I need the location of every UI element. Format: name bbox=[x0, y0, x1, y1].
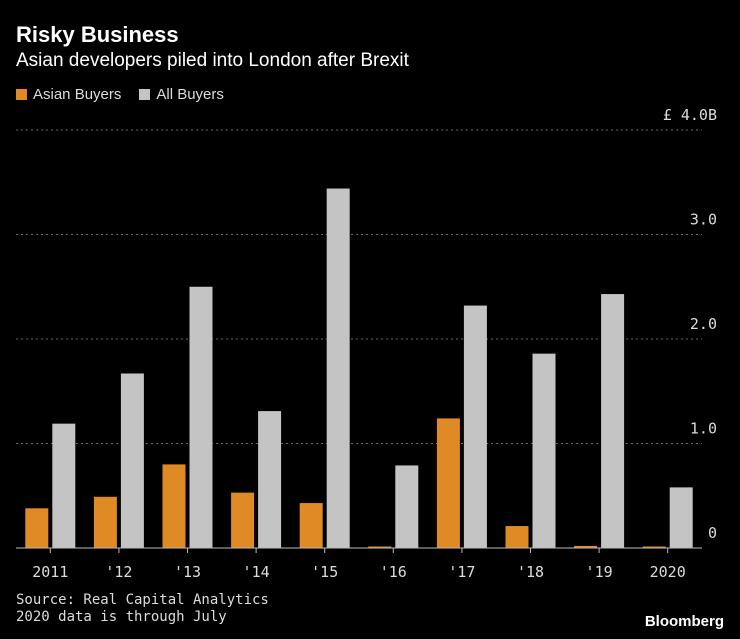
bar-asian-buyers bbox=[25, 508, 49, 548]
legend-label-asian-buyers: Asian Buyers bbox=[33, 86, 122, 103]
bar-asian-buyers bbox=[436, 418, 460, 548]
x-tick-label: '13 bbox=[174, 563, 201, 581]
legend-item-asian-buyers: Asian Buyers bbox=[16, 86, 121, 103]
chart-title: Risky Business bbox=[16, 22, 179, 47]
x-tick-label: '14 bbox=[243, 563, 270, 581]
bar-all-buyers bbox=[189, 286, 213, 548]
bar-all-buyers bbox=[669, 487, 693, 548]
legend-swatch-asian-buyers bbox=[16, 89, 27, 100]
bar-all-buyers bbox=[52, 423, 76, 548]
x-tick-label: '12 bbox=[105, 563, 132, 581]
bar-asian-buyers bbox=[299, 503, 323, 548]
bar-asian-buyers bbox=[231, 492, 255, 548]
legend-item-all-buyers: All Buyers bbox=[139, 86, 224, 103]
x-tick-label: 2011 bbox=[32, 563, 68, 581]
x-tick-label: '16 bbox=[380, 563, 407, 581]
bar-asian-buyers bbox=[574, 545, 598, 548]
y-tick-label: 0 bbox=[708, 524, 717, 542]
y-tick-label: 3.0 bbox=[690, 211, 717, 229]
data-note: 2020 data is through July bbox=[16, 609, 227, 625]
bar-all-buyers bbox=[395, 465, 419, 548]
bar-all-buyers bbox=[120, 373, 144, 548]
x-tick-label: '19 bbox=[586, 563, 613, 581]
chart-subtitle: Asian developers piled into London after… bbox=[16, 50, 409, 71]
y-tick-label: £ 4.0B bbox=[663, 106, 717, 124]
bar-asian-buyers bbox=[505, 526, 529, 548]
bloomberg-logo: Bloomberg bbox=[644, 613, 724, 630]
bar-all-buyers bbox=[326, 188, 350, 548]
x-tick-label: '17 bbox=[448, 563, 475, 581]
bar-asian-buyers bbox=[162, 464, 186, 548]
legend-label-all-buyers: All Buyers bbox=[156, 86, 224, 103]
bar-asian-buyers bbox=[93, 496, 117, 548]
bar-asian-buyers bbox=[368, 546, 392, 548]
footer-notes: Source: Real Capital Analytics 2020 data… bbox=[16, 592, 269, 626]
legend-swatch-all-buyers bbox=[139, 89, 151, 100]
y-tick-label: 2.0 bbox=[690, 315, 717, 333]
bar-all-buyers bbox=[258, 411, 282, 548]
y-tick-label: 1.0 bbox=[690, 420, 717, 438]
x-tick-label: '15 bbox=[311, 563, 338, 581]
x-tick-label: '18 bbox=[517, 563, 544, 581]
bar-all-buyers bbox=[601, 294, 625, 548]
source-note: Source: Real Capital Analytics bbox=[16, 592, 269, 608]
bar-all-buyers bbox=[532, 353, 556, 548]
bar-all-buyers bbox=[463, 305, 487, 548]
x-tick-label: 2020 bbox=[650, 563, 686, 581]
bar-asian-buyers bbox=[642, 546, 666, 548]
legend: Asian Buyers All Buyers bbox=[16, 86, 242, 103]
